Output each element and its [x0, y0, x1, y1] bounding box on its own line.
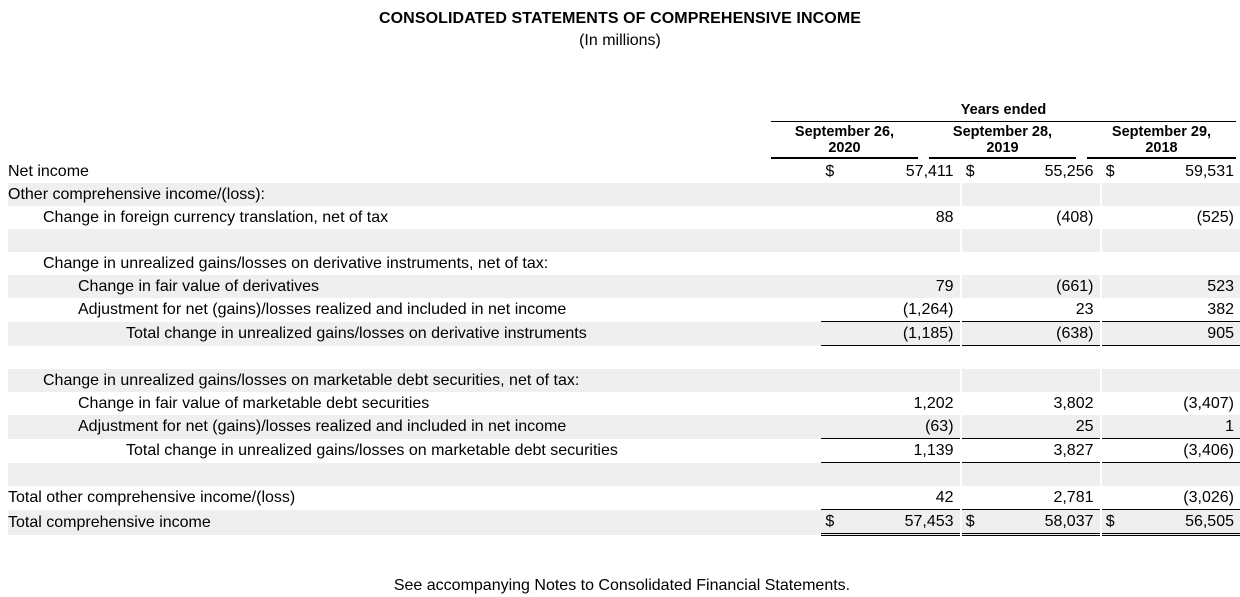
- column-header-line1: September 29,: [1111, 124, 1212, 140]
- row-value-2020: 88: [935, 209, 954, 226]
- row-value-2019: 23: [982, 298, 1100, 322]
- table-row-mkt-fv: Change in fair value of marketable debt …: [8, 392, 1240, 415]
- table-row-mkt-adj: Adjustment for net (gains)/losses realiz…: [8, 415, 1240, 439]
- row-label: Change in unrealized gains/losses on mar…: [8, 369, 822, 392]
- table-row-total-ci: Total comprehensive income $ 57,453 $ 58…: [8, 509, 1240, 536]
- currency-symbol: $: [825, 163, 835, 180]
- row-value-2020: (63): [842, 415, 960, 439]
- row-label: Adjustment for net (gains)/losses realiz…: [78, 301, 567, 319]
- table-row-spacer: [8, 229, 1240, 252]
- table-row-total-oci: Total other comprehensive income/(loss) …: [8, 486, 1240, 510]
- column-header-2020: September 26, 2020: [771, 124, 918, 159]
- row-value-2018: 523: [1122, 275, 1240, 298]
- row-value-2018: (3,406): [1122, 438, 1240, 463]
- row-value-2020: (1,264): [842, 298, 960, 322]
- currency-symbol: $: [1105, 163, 1115, 180]
- comprehensive-income-table: Net income $ 57,411 $ 55,256 $ 59,531 Ot…: [8, 160, 1240, 536]
- footnote: See accompanying Notes to Consolidated F…: [393, 577, 851, 594]
- currency-symbol: $: [1101, 509, 1123, 536]
- column-header-2019: September 28, 2019: [929, 124, 1076, 159]
- table-row-spacer: [8, 345, 1240, 369]
- row-label: Change in fair value of derivatives: [8, 275, 822, 298]
- row-value-2020: 57,453: [842, 509, 960, 536]
- row-value-2018: (3,026): [1122, 486, 1240, 510]
- row-label: Adjustment for net (gains)/losses realiz…: [8, 415, 822, 439]
- column-header-line1: September 26,: [794, 124, 895, 140]
- statement-subtitle: (In millions): [579, 32, 661, 49]
- row-value-2018: (3,407): [1183, 395, 1234, 412]
- row-value-2019: 58,037: [982, 509, 1100, 536]
- row-value-2019: 55,256: [1044, 163, 1094, 180]
- column-header-line2: 2018: [1145, 140, 1178, 156]
- row-value-2020: (1,185): [842, 321, 960, 346]
- table-row-fx: Change in foreign currency translation, …: [8, 206, 1240, 229]
- table-row-deriv-fv: Change in fair value of derivatives 79 (…: [8, 275, 1240, 298]
- row-value-2018: 59,531: [1185, 163, 1234, 180]
- row-label: Other comprehensive income/(loss):: [8, 183, 822, 206]
- table-row-spacer: [8, 462, 1240, 486]
- row-value-2018: 56,505: [1122, 509, 1240, 536]
- row-label: Net income: [8, 163, 89, 180]
- column-header-line1: September 28,: [952, 124, 1053, 140]
- row-value-2020: 1,202: [913, 395, 954, 412]
- row-value-2020: 57,411: [905, 163, 954, 180]
- row-label: Total change in unrealized gains/losses …: [8, 321, 822, 346]
- row-value-2020: 1,139: [842, 438, 960, 463]
- row-value-2019: 3,827: [982, 438, 1100, 463]
- row-value-2020: 79: [842, 275, 960, 298]
- table-row-deriv-total: Total change in unrealized gains/losses …: [8, 321, 1240, 346]
- row-label: Total change in unrealized gains/losses …: [126, 442, 618, 459]
- column-group-header: Years ended: [771, 102, 1236, 122]
- row-value-2020: 42: [842, 486, 960, 510]
- row-value-2019: 25: [982, 415, 1100, 439]
- row-value-2019: 2,781: [982, 486, 1100, 510]
- column-header-line2: 2020: [828, 140, 861, 156]
- row-label: Change in unrealized gains/losses on der…: [43, 255, 549, 272]
- table-row-deriv-adj: Adjustment for net (gains)/losses realiz…: [8, 298, 1240, 322]
- table-row-deriv-header: Change in unrealized gains/losses on der…: [8, 252, 1240, 275]
- statement-title: CONSOLIDATED STATEMENTS OF COMPREHENSIVE…: [378, 10, 862, 27]
- row-value-2019: 3,802: [1053, 395, 1094, 412]
- row-value-2018: 905: [1122, 321, 1240, 346]
- row-label: Total comprehensive income: [8, 509, 822, 535]
- row-value-2019: (661): [982, 275, 1100, 298]
- table-row-oci-header: Other comprehensive income/(loss):: [8, 183, 1240, 206]
- row-value-2019: (408): [1056, 209, 1094, 226]
- table-row-mkt-total: Total change in unrealized gains/losses …: [8, 438, 1240, 463]
- column-header-line2: 2019: [986, 140, 1019, 156]
- row-label: Total other comprehensive income/(loss): [8, 489, 296, 507]
- currency-symbol: $: [961, 509, 983, 536]
- column-header-2018: September 29, 2018: [1087, 124, 1236, 159]
- currency-symbol: $: [821, 509, 843, 536]
- row-value-2018: 382: [1122, 298, 1240, 322]
- row-label: Change in foreign currency translation, …: [43, 209, 389, 226]
- row-label: Change in fair value of marketable debt …: [78, 395, 430, 412]
- currency-symbol: $: [965, 163, 975, 180]
- row-value-2018: 1: [1122, 415, 1240, 439]
- table-row-net-income: Net income $ 57,411 $ 55,256 $ 59,531: [8, 160, 1240, 183]
- row-value-2018: (525): [1196, 209, 1234, 226]
- row-value-2019: (638): [982, 321, 1100, 346]
- table-row-mkt-header: Change in unrealized gains/losses on mar…: [8, 369, 1240, 392]
